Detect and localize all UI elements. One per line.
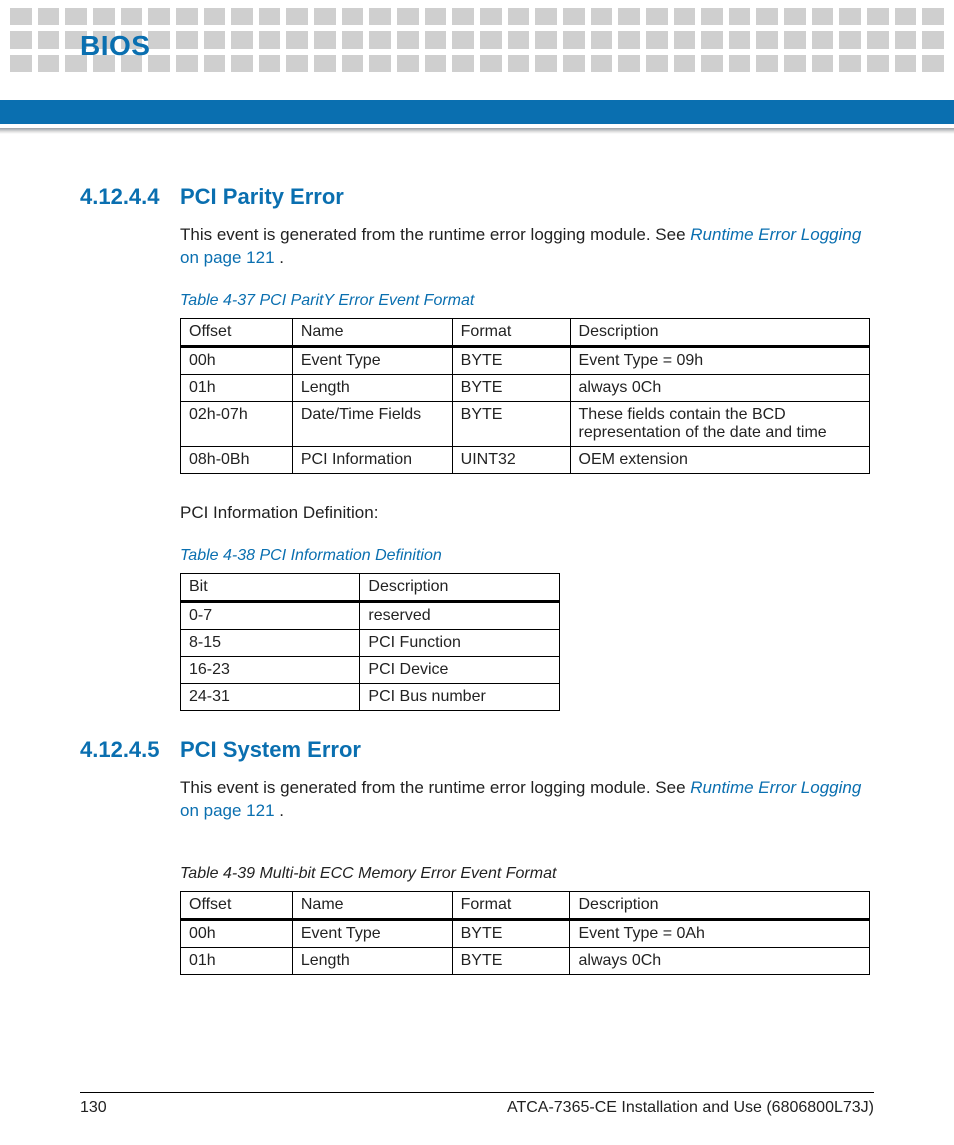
col-name: Name — [292, 318, 452, 346]
table-row: 00h Event Type BYTE Event Type = 09h — [181, 346, 870, 374]
cell: 8-15 — [181, 629, 360, 656]
table-row: 01h Length BYTE always 0Ch — [181, 374, 870, 401]
section-heading: 4.12.4.5 PCI System Error — [80, 737, 874, 763]
section-number: 4.12.4.4 — [80, 184, 162, 210]
cell: 02h-07h — [181, 401, 293, 446]
cell: OEM extension — [570, 446, 869, 473]
paragraph-end: . — [275, 801, 284, 820]
header-bar — [0, 100, 954, 124]
cross-ref-link[interactable]: Runtime Error Logging — [690, 225, 861, 244]
table-header-row: Bit Description — [181, 573, 560, 601]
cell: BYTE — [452, 947, 570, 974]
section-number: 4.12.4.5 — [80, 737, 162, 763]
cell: BYTE — [452, 346, 570, 374]
cell: 00h — [181, 919, 293, 947]
col-format: Format — [452, 891, 570, 919]
col-description: Description — [360, 573, 560, 601]
cross-ref-suffix[interactable]: on page 121 — [180, 248, 275, 267]
col-bit: Bit — [181, 573, 360, 601]
cell: 01h — [181, 947, 293, 974]
col-offset: Offset — [181, 891, 293, 919]
paragraph-text: PCI Information Definition: — [180, 502, 874, 525]
table-row: 16-23 PCI Device — [181, 656, 560, 683]
cell: 16-23 — [181, 656, 360, 683]
table-row: 08h-0Bh PCI Information UINT32 OEM exten… — [181, 446, 870, 473]
cross-ref-suffix[interactable]: on page 121 — [180, 801, 275, 820]
table-row: 8-15 PCI Function — [181, 629, 560, 656]
cell: BYTE — [452, 374, 570, 401]
page-footer: 130 ATCA-7365-CE Installation and Use (6… — [80, 1092, 874, 1117]
chapter-title: BIOS — [80, 30, 150, 62]
cell: PCI Device — [360, 656, 560, 683]
cell: Event Type — [292, 919, 452, 947]
section-title: PCI System Error — [180, 737, 361, 763]
cross-ref-link[interactable]: Runtime Error Logging — [690, 778, 861, 797]
cell: Length — [292, 374, 452, 401]
paragraph-end: . — [275, 248, 284, 267]
page: BIOS 4.12.4.4 PCI Parity Error This even… — [0, 0, 954, 1145]
cell: PCI Bus number — [360, 683, 560, 710]
table-row: 00h Event Type BYTE Event Type = 0Ah — [181, 919, 870, 947]
paragraph-text: This event is generated from the runtime… — [180, 778, 690, 797]
cell: 08h-0Bh — [181, 446, 293, 473]
page-number: 130 — [80, 1099, 107, 1117]
cell: Length — [292, 947, 452, 974]
table-multibit-ecc: Offset Name Format Description 00h Event… — [180, 891, 870, 975]
table-header-row: Offset Name Format Description — [181, 891, 870, 919]
cell: always 0Ch — [570, 947, 870, 974]
section-paragraph: This event is generated from the runtime… — [180, 224, 874, 270]
table-pci-info-def: Bit Description 0-7 reserved 8-15 PCI Fu… — [180, 573, 560, 711]
cell: 24-31 — [181, 683, 360, 710]
table-row: 0-7 reserved — [181, 601, 560, 629]
cell: PCI Information — [292, 446, 452, 473]
col-format: Format — [452, 318, 570, 346]
cell: 0-7 — [181, 601, 360, 629]
section-title: PCI Parity Error — [180, 184, 344, 210]
table-caption: Table 4-39 Multi-bit ECC Memory Error Ev… — [180, 865, 874, 883]
cell: Event Type — [292, 346, 452, 374]
table-row: 24-31 PCI Bus number — [181, 683, 560, 710]
cell: reserved — [360, 601, 560, 629]
col-description: Description — [570, 318, 869, 346]
cell: 00h — [181, 346, 293, 374]
col-offset: Offset — [181, 318, 293, 346]
cell: UINT32 — [452, 446, 570, 473]
table-row: 02h-07h Date/Time Fields BYTE These fiel… — [181, 401, 870, 446]
col-name: Name — [292, 891, 452, 919]
table-caption: Table 4-38 PCI Information Definition — [180, 547, 874, 565]
cell: BYTE — [452, 919, 570, 947]
table-caption: Table 4-37 PCI ParitY Error Event Format — [180, 292, 874, 310]
cell: BYTE — [452, 401, 570, 446]
cell: These fields contain the BCD representat… — [570, 401, 869, 446]
table-row: 01h Length BYTE always 0Ch — [181, 947, 870, 974]
cell: Event Type = 09h — [570, 346, 869, 374]
cell: Date/Time Fields — [292, 401, 452, 446]
section-heading: 4.12.4.4 PCI Parity Error — [80, 184, 874, 210]
doc-title: ATCA-7365-CE Installation and Use (68068… — [507, 1099, 874, 1117]
table-pci-parity: Offset Name Format Description 00h Event… — [180, 318, 870, 474]
cell: always 0Ch — [570, 374, 869, 401]
cell: PCI Function — [360, 629, 560, 656]
cell: Event Type = 0Ah — [570, 919, 870, 947]
section-paragraph: This event is generated from the runtime… — [180, 777, 874, 823]
cell: 01h — [181, 374, 293, 401]
col-description: Description — [570, 891, 870, 919]
content-area: 4.12.4.4 PCI Parity Error This event is … — [80, 180, 874, 975]
paragraph-text: This event is generated from the runtime… — [180, 225, 690, 244]
table-header-row: Offset Name Format Description — [181, 318, 870, 346]
